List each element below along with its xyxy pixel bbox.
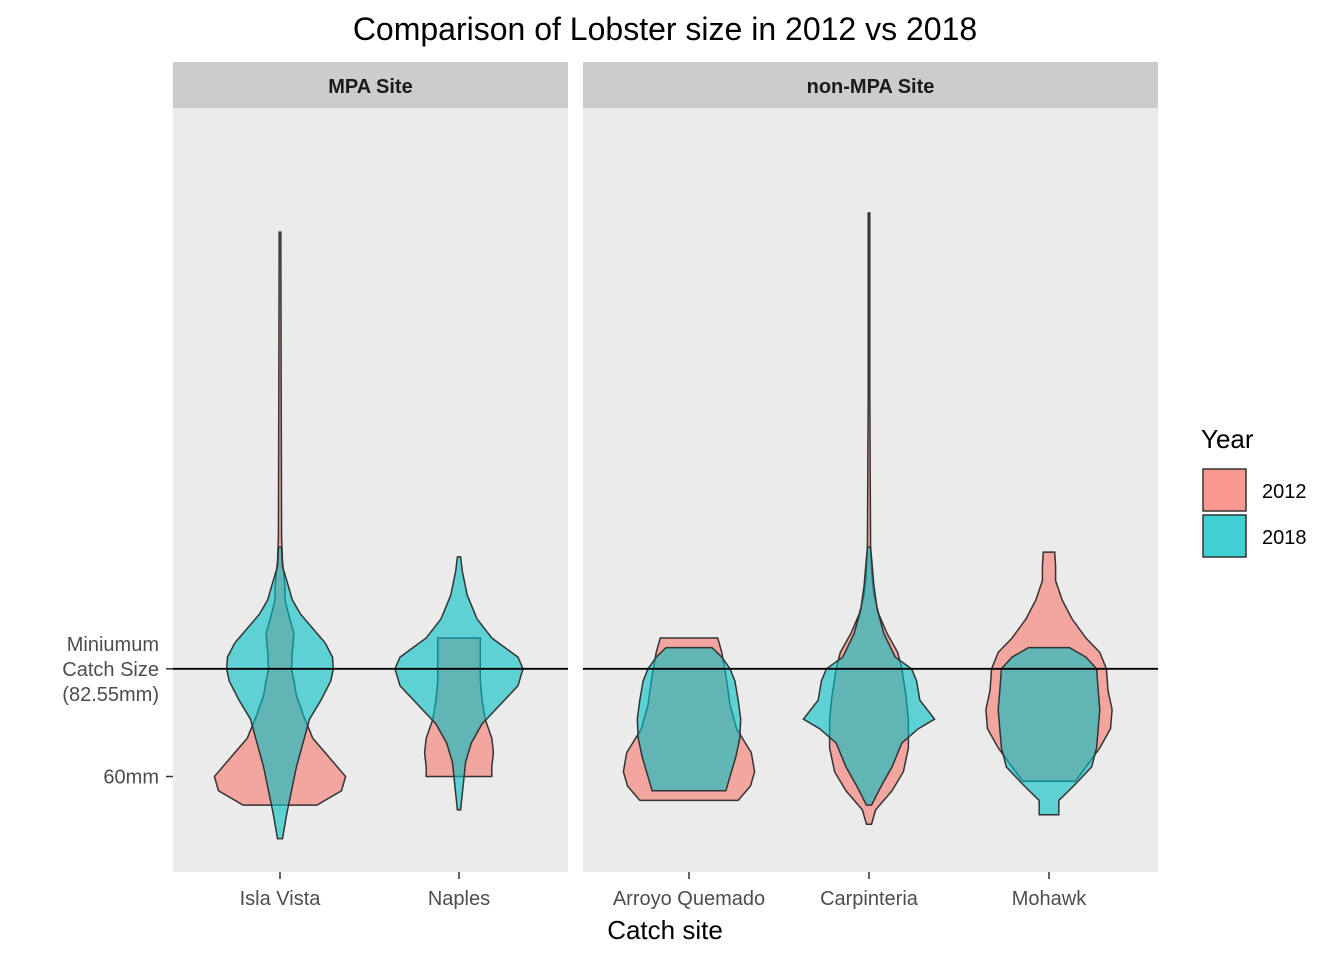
legend-key-2018 [1202,514,1247,558]
facet-panel [173,108,568,872]
x-tick-label: Naples [428,888,490,910]
x-tick-label: Carpinteria [820,888,919,910]
x-axis-title: Catch site [607,915,723,945]
violin-2018-arroyo-quemado [636,646,742,792]
x-tick-label: Arroyo Quemado [613,888,765,910]
facet-strip-label: MPA Site [328,76,412,98]
violin-2018-isla-vista [225,546,335,840]
violin-2018-naples [394,556,524,811]
facet-strip [583,62,1158,108]
y-tick-label: Miniumum Catch Size (82.55mm) [62,634,159,706]
legend-title: Year [1201,424,1254,454]
y-tick-label: 60mm [103,767,159,789]
violin-2018-carpinteria [802,546,936,806]
violin-2018-mohawk [997,646,1101,816]
chart-title: Comparison of Lobster size in 2012 vs 20… [353,11,977,47]
x-tick-label: Mohawk [1012,888,1087,910]
legend-label-2018: 2018 [1262,527,1307,549]
x-tick-label: Isla Vista [240,888,322,910]
facet-strip-label: non-MPA Site [807,76,935,98]
legend-key-2012 [1202,468,1247,512]
legend-label-2012: 2012 [1262,481,1307,503]
facet-strip [173,62,568,108]
